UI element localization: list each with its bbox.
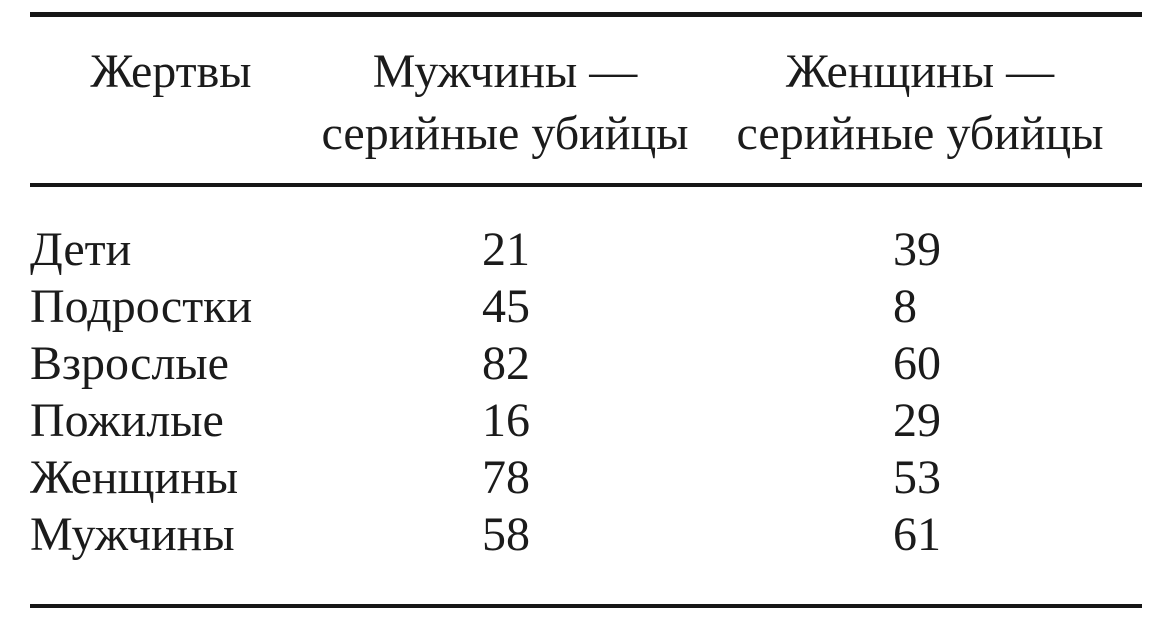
row-label: Пожилые bbox=[30, 394, 224, 447]
column-header-female-serial-killers: Женщины — серийные убийцы bbox=[698, 14, 1142, 187]
column-header-female-line2: серийные убийцы bbox=[736, 107, 1104, 160]
male-killers-value: 16 bbox=[482, 394, 530, 447]
row-label: Взрослые bbox=[30, 337, 229, 390]
column-header-female-line1: Женщины — bbox=[785, 45, 1055, 98]
table-row: Дети 21 39 bbox=[30, 185, 1142, 278]
female-killers-value: 61 bbox=[893, 508, 941, 561]
table-body: Дети 21 39 Подростки 45 8 Взрослые 82 60… bbox=[30, 185, 1142, 606]
table-row: Женщины 78 53 bbox=[30, 449, 1142, 506]
column-header-victims: Жертвы bbox=[30, 14, 312, 187]
table-row: Взрослые 82 60 bbox=[30, 335, 1142, 392]
victims-by-killer-gender-table: Жертвы Мужчины — серийные убийцы Женщины… bbox=[30, 12, 1142, 608]
row-label: Дети bbox=[30, 223, 132, 276]
female-killers-value: 39 bbox=[893, 223, 941, 276]
female-killers-value: 60 bbox=[893, 337, 941, 390]
column-header-male-line1: Мужчины — bbox=[372, 45, 638, 98]
male-killers-value: 21 bbox=[482, 223, 530, 276]
table-row: Подростки 45 8 bbox=[30, 278, 1142, 335]
table-row: Пожилые 16 29 bbox=[30, 392, 1142, 449]
column-header-male-line2: серийные убийцы bbox=[321, 107, 689, 160]
male-killers-value: 82 bbox=[482, 337, 530, 390]
row-label: Женщины bbox=[30, 451, 239, 504]
row-label: Подростки bbox=[30, 280, 253, 333]
table-header: Жертвы Мужчины — серийные убийцы Женщины… bbox=[30, 14, 1142, 187]
book-page: Жертвы Мужчины — серийные убийцы Женщины… bbox=[30, 12, 1142, 608]
row-label: Мужчины bbox=[30, 508, 235, 561]
column-header-male-serial-killers: Мужчины — серийные убийцы bbox=[312, 14, 698, 187]
female-killers-value: 8 bbox=[893, 280, 917, 333]
female-killers-value: 29 bbox=[893, 394, 941, 447]
column-header-victims-label: Жертвы bbox=[90, 45, 252, 98]
male-killers-value: 58 bbox=[482, 508, 530, 561]
table-row: Мужчины 58 61 bbox=[30, 506, 1142, 606]
male-killers-value: 78 bbox=[482, 451, 530, 504]
male-killers-value: 45 bbox=[482, 280, 530, 333]
header-row: Жертвы Мужчины — серийные убийцы Женщины… bbox=[30, 14, 1142, 187]
female-killers-value: 53 bbox=[893, 451, 941, 504]
